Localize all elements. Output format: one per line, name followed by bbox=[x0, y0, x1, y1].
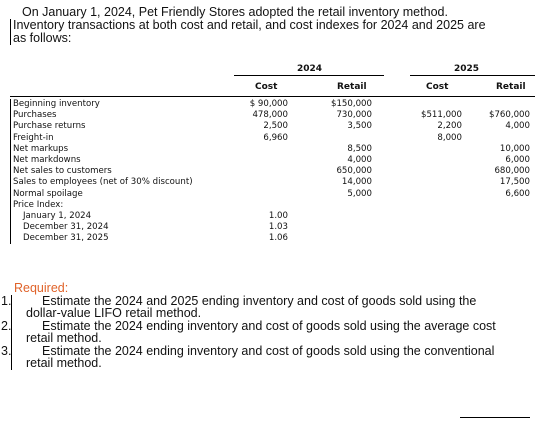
cell-r24 bbox=[312, 211, 372, 222]
cell-c24: 6,960 bbox=[232, 133, 288, 144]
cell-c24: 2,500 bbox=[232, 121, 288, 132]
cell-r25: 6,000 bbox=[472, 155, 530, 166]
cell-r24: $150,000 bbox=[312, 99, 372, 110]
col-head-cost-2025: Cost bbox=[426, 82, 448, 92]
item-number: 2. bbox=[1, 320, 11, 333]
cell-c24: 1.03 bbox=[232, 222, 288, 233]
cell-c24 bbox=[232, 177, 288, 188]
cell-r25: 10,000 bbox=[472, 144, 530, 155]
cell-r25 bbox=[472, 211, 530, 222]
year-2025-label: 2025 bbox=[454, 64, 479, 74]
item-text-line-2: dollar-value LIFO retail method. bbox=[26, 307, 546, 320]
row-label: Purchases bbox=[13, 110, 193, 121]
required-title: Required: bbox=[0, 282, 546, 295]
col-cost-2024: $ 90,000 478,000 2,500 6,960 1.00 1.03 1.06 bbox=[232, 99, 288, 244]
cell-c24: 1.00 bbox=[232, 211, 288, 222]
required-section: Required: 1. Estimate the 2024 and 2025 … bbox=[0, 282, 546, 370]
row-label: Net markups bbox=[13, 144, 193, 155]
cell-c25 bbox=[402, 189, 462, 200]
cell-c25 bbox=[402, 155, 462, 166]
cell-c24 bbox=[232, 189, 288, 200]
col-retail-2025: $760,000 4,000 10,000 6,000 680,000 17,500 6,6… bbox=[472, 99, 530, 244]
year-header-row: 2024 2025 bbox=[10, 62, 535, 76]
cell-r25 bbox=[472, 200, 530, 211]
intro-line-3: as follows: bbox=[10, 32, 530, 45]
cell-c25: $511,000 bbox=[402, 110, 462, 121]
year-2025-rule bbox=[410, 75, 535, 76]
col-head-retail-2025: Retail bbox=[496, 82, 526, 92]
row-label: Price Index: bbox=[13, 200, 193, 211]
col-cost-2025: $511,000 2,200 8,000 bbox=[402, 99, 462, 244]
cell-r24: 14,000 bbox=[312, 177, 372, 188]
cell-c25 bbox=[402, 177, 462, 188]
year-2024-label: 2024 bbox=[297, 64, 322, 74]
cell-c24 bbox=[232, 144, 288, 155]
cell-r24: 8,500 bbox=[312, 144, 372, 155]
row-label: Net sales to customers bbox=[13, 166, 193, 177]
cell-c24 bbox=[232, 200, 288, 211]
row-label: Purchase returns bbox=[13, 121, 193, 132]
cell-r24 bbox=[312, 222, 372, 233]
cell-c25 bbox=[402, 99, 462, 110]
header-rule bbox=[10, 96, 535, 97]
cell-r24 bbox=[312, 200, 372, 211]
cell-c25 bbox=[402, 233, 462, 244]
cell-c24 bbox=[232, 166, 288, 177]
intro-line-2: Inventory transactions at both cost and … bbox=[10, 19, 530, 32]
cell-c24 bbox=[232, 155, 288, 166]
required-item-3: 3. Estimate the 2024 ending inventory an… bbox=[11, 345, 546, 370]
row-label: Normal spoilage bbox=[13, 189, 193, 200]
row-label: December 31, 2024 bbox=[13, 222, 193, 233]
item-text-line-1: Estimate the 2024 ending inventory and c… bbox=[26, 320, 546, 333]
required-item-1: 1. Estimate the 2024 and 2025 ending inv… bbox=[11, 295, 546, 320]
cell-c25 bbox=[402, 222, 462, 233]
cell-r25: 680,000 bbox=[472, 166, 530, 177]
item-number: 3. bbox=[1, 345, 11, 358]
row-label: Freight-in bbox=[13, 133, 193, 144]
item-number: 1. bbox=[1, 295, 11, 308]
cell-c25 bbox=[402, 211, 462, 222]
cell-c25 bbox=[402, 166, 462, 177]
item-text-line-1: Estimate the 2024 ending inventory and c… bbox=[26, 345, 546, 358]
cell-c24: 478,000 bbox=[232, 110, 288, 121]
problem-intro: On January 1, 2024, Pet Friendly Stores … bbox=[10, 6, 530, 45]
cell-r24: 3,500 bbox=[312, 121, 372, 132]
row-labels: Beginning inventory Purchases Purchase ret… bbox=[10, 99, 193, 244]
cell-c25: 8,000 bbox=[402, 133, 462, 144]
item-text-line-2: retail method. bbox=[26, 357, 546, 370]
cell-c25: 2,200 bbox=[402, 121, 462, 132]
cell-r25: 6,600 bbox=[472, 189, 530, 200]
row-label: January 1, 2024 bbox=[13, 211, 193, 222]
col-head-retail-2024: Retail bbox=[337, 82, 367, 92]
col-retail-2024: $150,000 730,000 3,500 8,500 4,000 650,000 14,… bbox=[312, 99, 372, 244]
item-text-line-2: retail method. bbox=[26, 332, 546, 345]
cell-r25 bbox=[472, 233, 530, 244]
cell-c25 bbox=[402, 200, 462, 211]
row-label: Sales to employees (net of 30% discount) bbox=[13, 177, 193, 188]
cell-r24: 5,000 bbox=[312, 189, 372, 200]
cell-r24: 4,000 bbox=[312, 155, 372, 166]
year-2024-rule bbox=[234, 75, 384, 76]
cell-c25 bbox=[402, 144, 462, 155]
row-label: December 31, 2025 bbox=[13, 233, 193, 244]
cell-r24: 730,000 bbox=[312, 110, 372, 121]
cell-c24: $ 90,000 bbox=[232, 99, 288, 110]
cell-c24: 1.06 bbox=[232, 233, 288, 244]
cell-r24 bbox=[312, 233, 372, 244]
cell-r24: 650,000 bbox=[312, 166, 372, 177]
cell-r25 bbox=[472, 133, 530, 144]
cell-r25: 17,500 bbox=[472, 177, 530, 188]
row-label: Beginning inventory bbox=[13, 99, 193, 110]
col-head-cost-2024: Cost bbox=[255, 82, 277, 92]
cell-r25: $760,000 bbox=[472, 110, 530, 121]
answer-rule bbox=[460, 417, 530, 418]
row-label: Net markdowns bbox=[13, 155, 193, 166]
cell-r25 bbox=[472, 99, 530, 110]
cell-r25 bbox=[472, 222, 530, 233]
cell-r25: 4,000 bbox=[472, 121, 530, 132]
required-item-2: 2. Estimate the 2024 ending inventory an… bbox=[11, 320, 546, 345]
cell-r24 bbox=[312, 133, 372, 144]
